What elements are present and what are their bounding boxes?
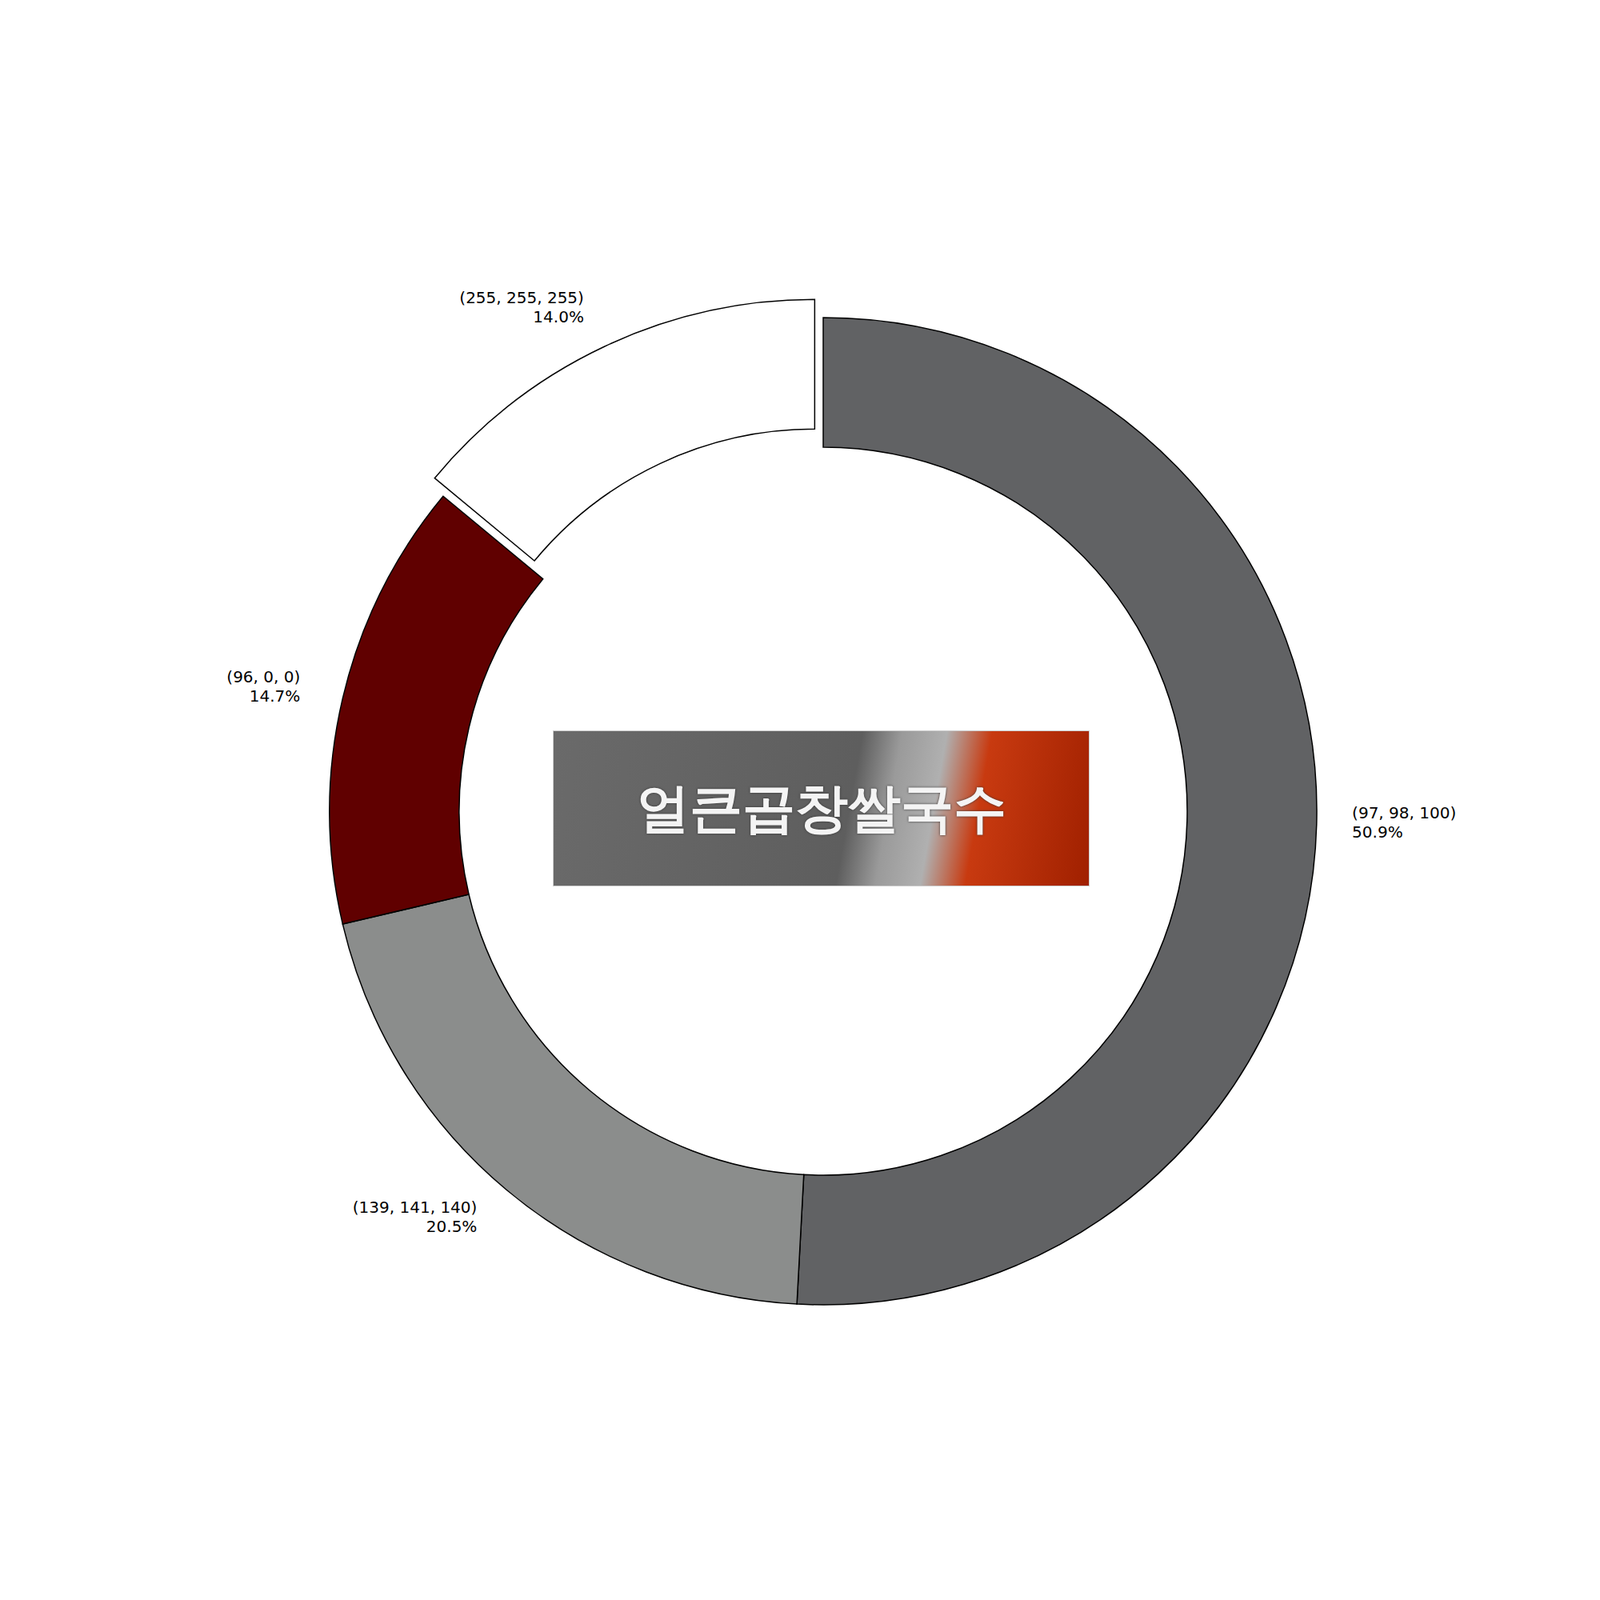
svg-text:(255, 255, 255)14.0%: (255, 255, 255)14.0% — [459, 288, 584, 327]
svg-text:(97, 98, 100)50.9%: (97, 98, 100)50.9% — [1352, 803, 1456, 842]
svg-text:(139, 141, 140)20.5%: (139, 141, 140)20.5% — [352, 1197, 478, 1236]
svg-text:(96, 0, 0)14.7%: (96, 0, 0)14.7% — [226, 667, 300, 706]
html-text:얼큰곱창쌀국수: 얼큰곱창쌀국수 — [636, 777, 1006, 839]
